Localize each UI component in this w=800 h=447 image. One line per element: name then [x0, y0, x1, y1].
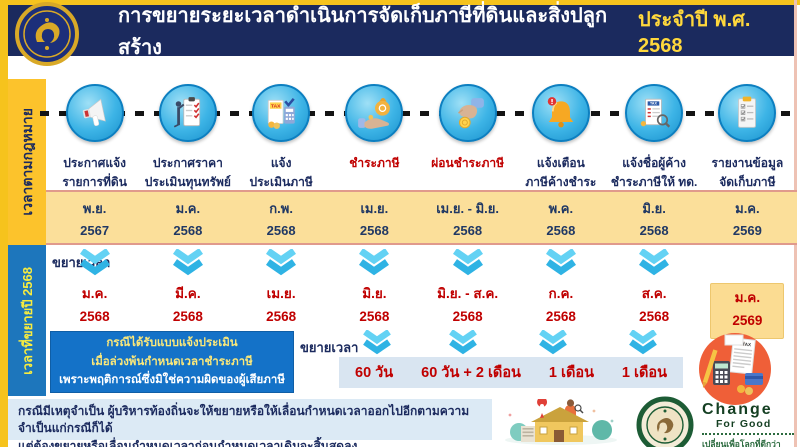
- svg-text:TAX: TAX: [271, 103, 281, 109]
- pay-tax-icon: [345, 84, 404, 142]
- chevron-down-icon: [328, 249, 421, 279]
- step-2-label: ประกาศราคา ประเมินทุนทรัพย์: [144, 156, 231, 189]
- secondary-value-3: 1 เดือน: [548, 365, 594, 381]
- step-8-extended-date: ม.ค. 2569: [701, 283, 794, 339]
- svg-text:TAX: TAX: [650, 102, 658, 106]
- sidebar-extended-label: เวลาที่ขยายปี 2568: [19, 266, 35, 375]
- note-line-2: เมื่อล่วงพ้นกำหนดเวลาชำระภาษี: [91, 355, 253, 368]
- chevron-down-icon: [608, 249, 701, 279]
- step-5-extended-date: มิ.ย. - ส.ค. 2568: [437, 286, 499, 324]
- dla-department-logo-icon: [15, 2, 79, 66]
- step-3-label: แจ้ง ประเมินภาษี: [249, 156, 313, 189]
- page-title: การขยายระยะเวลาดำเนินการจัดเก็บภาษีที่ดิ…: [118, 4, 608, 59]
- step-1-extended-date: ม.ค. 2568: [79, 286, 110, 324]
- note-line-3: เพราะพฤติการณ์ซึ่งมิใช่ความผิดของผู้เสีย…: [59, 374, 285, 387]
- sidebar-extended-time: เวลาที่ขยายปี 2568: [8, 245, 46, 396]
- late-assessment-note-box: กรณีได้รับแบบแจ้งประเมิน เมื่อล่วงพ้นกำห…: [50, 331, 294, 393]
- secondary-value-2: 60 วัน + 2 เดือน: [421, 365, 521, 381]
- step-1-legal-date: พ.ย. 2567: [80, 201, 110, 239]
- tax-assessment-icon: TAX: [252, 84, 311, 142]
- svg-text:TAX: TAX: [742, 341, 751, 347]
- debtor-list-icon: TAX: [625, 84, 684, 142]
- timeline-icon-row: TAX: [48, 82, 794, 146]
- step-8-legal-date: ม.ค. 2569: [732, 201, 762, 239]
- chevron-down-icon: [48, 249, 141, 279]
- left-gold-strip: [0, 0, 8, 447]
- footer-line-1: กรณีมีเหตุจำเป็น ผู้บริหารท้องถิ่นจะให้ข…: [18, 404, 470, 436]
- page-title-year: ประจำปี พ.ศ. 2568: [638, 9, 751, 57]
- legal-dates-band: [46, 190, 797, 245]
- sidebar-legal-time: เวลาตามกฎหมาย: [8, 79, 46, 245]
- step-5-label: ผ่อนชำระภาษี: [431, 156, 505, 170]
- extension-chevrons-row: [48, 249, 794, 279]
- step-6-label: แจ้งเตือน ภาษีค้างชำระ: [525, 156, 597, 189]
- chevron-down-icon: [514, 249, 607, 279]
- chevron-down-icon: [421, 249, 514, 279]
- reminder-bell-icon: [531, 84, 590, 142]
- note-line-1: กรณีได้รับแบบแจ้งประเมิน: [106, 337, 238, 350]
- footer-line-2: แต่ต้องขยายหรือเลื่อนกำหนดเวลาก่อนกำหนดเ…: [18, 438, 358, 447]
- chevron-down-icon: [141, 249, 234, 279]
- chevron-down-icon: [446, 330, 480, 355]
- step-5-legal-date: เม.ย. - มิ.ย. 2568: [436, 201, 500, 239]
- step-7-label: แจ้งชื่อผู้ค้าง ชำระภาษีให้ ทด.: [610, 156, 698, 189]
- step-4-label: ชำระภาษี: [349, 156, 400, 170]
- step-3-legal-date: ก.พ. 2568: [266, 201, 296, 239]
- extend-time-label-2: ขยายเวลา: [300, 340, 359, 355]
- timeline-dashed-line: [40, 111, 796, 116]
- step-8-label: รายงานข้อมูล จัดเก็บภาษี: [711, 156, 784, 189]
- footer-note-box: กรณีมีเหตุจำเป็น ผู้บริหารท้องถิ่นจะให้ข…: [8, 399, 492, 447]
- secondary-value-1: 60 วัน: [355, 365, 394, 381]
- step-7-extended-date: ส.ค. 2568: [639, 286, 670, 324]
- timeline-step-labels: ประกาศแจ้ง รายการที่ดิน ประกาศราคา ประเมิน…: [48, 150, 794, 192]
- change-for-good-logo: Change For Good เปลี่ยนเพื่อโลกที่ดีกว่า: [702, 402, 794, 447]
- step-6-extended-date: ก.ค. 2568: [545, 286, 576, 324]
- house-survey-illustration: [502, 399, 620, 446]
- top-gold-strip: [0, 0, 800, 5]
- header-bar: การขยายระยะเวลาดำเนินการจัดเก็บภาษีที่ดิ…: [8, 5, 794, 59]
- change-for-good-divider: [702, 432, 794, 435]
- legal-dates-row: พ.ย. 2567 ม.ค. 2568 ก.พ. 2568 เม.ย. 2568 เม.…: [48, 198, 794, 240]
- change-for-good-line-1: Change: [702, 401, 773, 418]
- chevron-down-icon: [626, 330, 660, 355]
- step-7-legal-date: มิ.ย. 2568: [639, 201, 669, 239]
- surveyor-clipboard-icon: [158, 84, 217, 142]
- change-for-good-subtitle: เปลี่ยนเพื่อโลกที่ดีกว่า: [702, 438, 781, 447]
- step-6-legal-date: พ.ค. 2568: [546, 201, 576, 239]
- chevron-down-icon: [235, 249, 328, 279]
- installment-icon: [438, 84, 497, 142]
- secondary-extension-values: 60 วัน 60 วัน + 2 เดือน 1 เดือน 1 เดือน: [339, 357, 683, 388]
- step-2-legal-date: ม.ค. 2568: [173, 201, 203, 239]
- step-1-label: ประกาศแจ้ง รายการที่ดิน: [62, 156, 127, 189]
- change-for-good-line-2: For Good: [716, 418, 772, 430]
- megaphone-icon: [65, 84, 124, 142]
- tax-documents-illustration: TAX: [697, 331, 773, 407]
- chevron-down-icon: [536, 330, 570, 355]
- dla-seal-icon: [636, 396, 694, 447]
- secondary-value-4: 1 เดือน: [621, 365, 667, 381]
- step-2-extended-date: มี.ค. 2568: [172, 286, 203, 324]
- sidebar-legal-label: เวลาตามกฎหมาย: [19, 108, 35, 216]
- step-4-legal-date: เม.ย. 2568: [359, 201, 389, 239]
- extended-dates-row: ม.ค. 2568 มี.ค. 2568 เม.ย. 2568 มิ.ย. 2568 ม…: [48, 283, 794, 339]
- step-4-extended-date: มิ.ย. 2568: [359, 286, 390, 324]
- step-3-extended-date: เม.ย. 2568: [266, 286, 297, 324]
- chevron-down-icon: [360, 330, 394, 355]
- report-clipboard-icon: [718, 84, 777, 142]
